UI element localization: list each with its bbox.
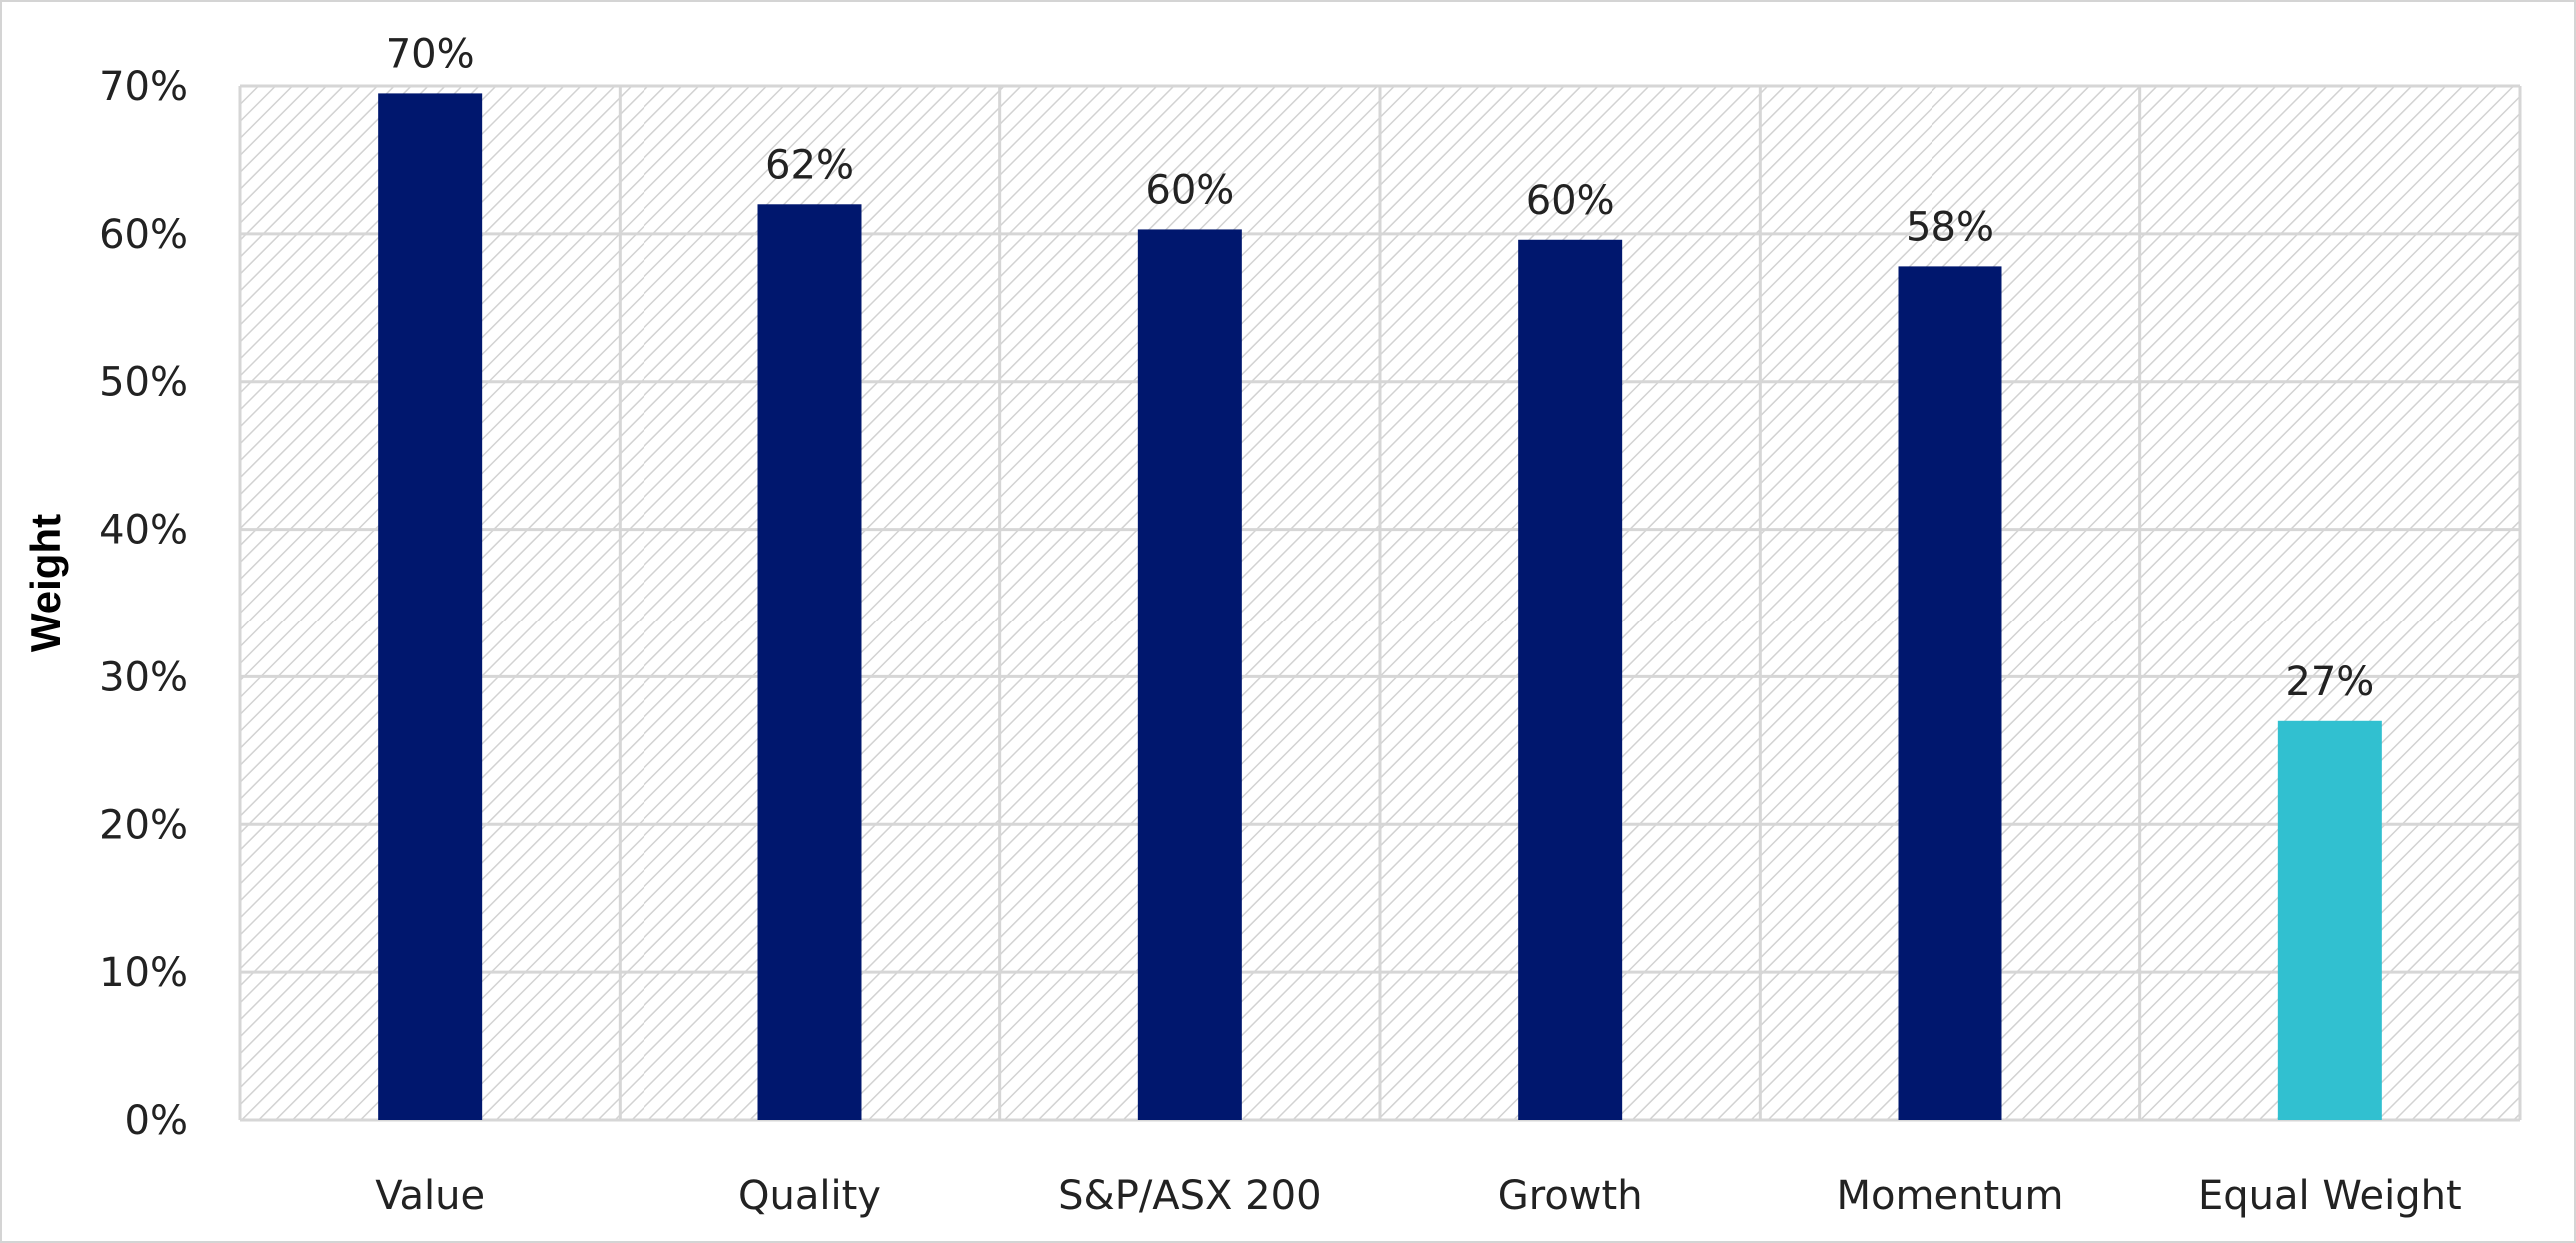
x-tick-label-3: Growth bbox=[1498, 1173, 1643, 1219]
bar-1 bbox=[757, 204, 862, 1121]
gridlines bbox=[238, 84, 2522, 1122]
y-tick-label-1: 10% bbox=[99, 950, 188, 996]
x-tick-label-2: S&P/ASX 200 bbox=[1058, 1173, 1321, 1219]
bar-2 bbox=[1137, 229, 1242, 1120]
bars bbox=[378, 93, 2382, 1121]
data-label-1: 62% bbox=[765, 142, 854, 188]
y-axis-ticks: 0% 10% 20% 30% 40% 50% 60% 70% bbox=[99, 64, 188, 1144]
y-tick-label-7: 70% bbox=[99, 64, 188, 110]
bar-0 bbox=[378, 93, 483, 1121]
data-label-4: 58% bbox=[1906, 204, 1994, 250]
y-tick-label-3: 30% bbox=[99, 654, 188, 700]
data-labels: 70% 62% 60% 60% 58% 27% bbox=[386, 31, 2375, 704]
x-axis-ticks: Value Quality S&P/ASX 200 Growth Momentum Equ… bbox=[375, 1173, 2461, 1219]
data-label-2: 60% bbox=[1145, 167, 1234, 213]
y-tick-label-6: 60% bbox=[99, 212, 188, 258]
data-label-3: 60% bbox=[1526, 178, 1615, 224]
y-tick-label-5: 50% bbox=[99, 360, 188, 406]
x-tick-label-5: Equal Weight bbox=[2198, 1173, 2462, 1219]
x-tick-label-1: Quality bbox=[738, 1173, 881, 1219]
data-label-5: 27% bbox=[2285, 659, 2374, 705]
y-tick-label-0: 0% bbox=[125, 1098, 188, 1144]
bar-3 bbox=[1518, 239, 1623, 1120]
y-tick-label-4: 40% bbox=[99, 508, 188, 554]
bar-5 bbox=[2277, 720, 2382, 1120]
x-tick-label-4: Momentum bbox=[1837, 1173, 2064, 1219]
y-axis-title: Weight bbox=[22, 514, 69, 652]
x-tick-label-0: Value bbox=[375, 1173, 485, 1219]
y-tick-label-2: 20% bbox=[99, 802, 188, 848]
bar-4 bbox=[1898, 266, 2002, 1120]
data-label-0: 70% bbox=[386, 31, 475, 77]
